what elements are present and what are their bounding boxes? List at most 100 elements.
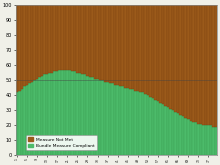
- Bar: [28, 83, 31, 155]
- Bar: [177, 113, 180, 155]
- Bar: [89, 5, 91, 77]
- Bar: [174, 112, 177, 155]
- Bar: [48, 5, 51, 73]
- Bar: [164, 5, 167, 106]
- Bar: [51, 73, 53, 155]
- Bar: [177, 5, 180, 113]
- Bar: [61, 70, 64, 155]
- Bar: [71, 5, 73, 71]
- Bar: [132, 5, 134, 89]
- Bar: [114, 5, 116, 85]
- Bar: [106, 82, 109, 155]
- Bar: [164, 106, 167, 155]
- Bar: [99, 80, 101, 155]
- Bar: [21, 5, 23, 89]
- Bar: [210, 5, 212, 125]
- Bar: [215, 127, 217, 155]
- Bar: [154, 100, 157, 155]
- Bar: [81, 5, 84, 74]
- Bar: [71, 71, 73, 155]
- Bar: [134, 91, 137, 155]
- Bar: [43, 74, 46, 155]
- Bar: [192, 5, 194, 122]
- Bar: [126, 88, 129, 155]
- Bar: [69, 70, 71, 155]
- Bar: [76, 5, 79, 73]
- Bar: [184, 118, 187, 155]
- Bar: [41, 5, 43, 76]
- Bar: [48, 73, 51, 155]
- Bar: [23, 86, 26, 155]
- Bar: [84, 74, 86, 155]
- Bar: [111, 5, 114, 83]
- Bar: [144, 94, 147, 155]
- Bar: [66, 5, 69, 70]
- Bar: [172, 110, 174, 155]
- Bar: [96, 79, 99, 155]
- Bar: [180, 5, 182, 115]
- Bar: [38, 77, 41, 155]
- Bar: [139, 92, 142, 155]
- Bar: [139, 5, 142, 92]
- Bar: [205, 125, 207, 155]
- Bar: [119, 5, 121, 86]
- Bar: [169, 5, 172, 109]
- Bar: [101, 5, 104, 80]
- Bar: [21, 89, 23, 155]
- Bar: [116, 85, 119, 155]
- Bar: [147, 95, 149, 155]
- Bar: [152, 5, 154, 98]
- Bar: [16, 5, 18, 92]
- Bar: [94, 5, 96, 79]
- Bar: [134, 5, 137, 91]
- Bar: [46, 5, 48, 74]
- Bar: [189, 121, 192, 155]
- Bar: [129, 5, 132, 89]
- Bar: [31, 82, 33, 155]
- Bar: [73, 5, 76, 71]
- Bar: [104, 82, 106, 155]
- Bar: [36, 79, 38, 155]
- Bar: [121, 5, 124, 86]
- Bar: [202, 5, 205, 125]
- Bar: [86, 76, 89, 155]
- Bar: [152, 98, 154, 155]
- Bar: [192, 122, 194, 155]
- Bar: [210, 125, 212, 155]
- Bar: [18, 5, 21, 91]
- Bar: [23, 5, 26, 86]
- Bar: [66, 70, 69, 155]
- Bar: [109, 5, 111, 83]
- Bar: [147, 5, 149, 95]
- Bar: [109, 83, 111, 155]
- Bar: [114, 85, 116, 155]
- Bar: [137, 5, 139, 91]
- Bar: [69, 5, 71, 70]
- Bar: [36, 5, 38, 79]
- Bar: [116, 5, 119, 85]
- Bar: [59, 70, 61, 155]
- Bar: [207, 5, 210, 125]
- Bar: [187, 5, 189, 119]
- Bar: [212, 127, 215, 155]
- Bar: [142, 5, 144, 92]
- Bar: [104, 5, 106, 82]
- Bar: [84, 5, 86, 74]
- Bar: [51, 5, 53, 73]
- Bar: [124, 88, 126, 155]
- Bar: [38, 5, 41, 77]
- Bar: [182, 116, 184, 155]
- Bar: [137, 91, 139, 155]
- Bar: [180, 115, 182, 155]
- Bar: [53, 5, 56, 71]
- Bar: [119, 86, 121, 155]
- Bar: [79, 73, 81, 155]
- Bar: [96, 5, 99, 79]
- Bar: [169, 109, 172, 155]
- Bar: [106, 5, 109, 82]
- Bar: [91, 77, 94, 155]
- Bar: [172, 5, 174, 110]
- Bar: [197, 124, 200, 155]
- Bar: [26, 5, 28, 85]
- Bar: [215, 5, 217, 127]
